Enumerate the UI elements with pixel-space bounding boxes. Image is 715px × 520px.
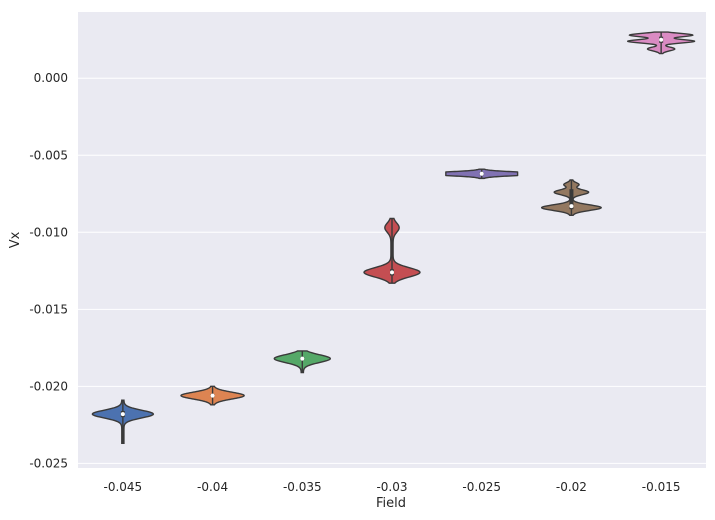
violin-median xyxy=(120,412,125,417)
y-tick-label: -0.015 xyxy=(29,302,68,316)
y-tick-label: 0.000 xyxy=(34,71,68,85)
x-tick-label: -0.03 xyxy=(376,480,407,494)
y-tick-label: -0.025 xyxy=(29,456,68,470)
violin-median xyxy=(659,37,664,42)
x-tick-label: -0.045 xyxy=(104,480,143,494)
x-tick-label: -0.025 xyxy=(462,480,501,494)
x-tick-label: -0.015 xyxy=(642,480,681,494)
violin-median xyxy=(479,171,484,176)
y-axis-label: Vx xyxy=(8,231,23,248)
violin-median xyxy=(569,204,574,209)
y-tick-labels: 0.000 -0.005 -0.010 -0.015 -0.020 -0.025 xyxy=(29,71,68,470)
x-tick-labels: -0.045 -0.04 -0.035 -0.03 -0.025 -0.02 -0.015 xyxy=(104,480,681,494)
y-tick-label: -0.020 xyxy=(29,379,68,393)
violin-median xyxy=(300,356,305,361)
y-tick-label: -0.010 xyxy=(29,225,68,239)
y-tick-label: -0.005 xyxy=(29,148,68,162)
x-tick-label: -0.02 xyxy=(556,480,587,494)
violin-median xyxy=(390,270,394,275)
x-tick-label: -0.035 xyxy=(283,480,322,494)
violin-median xyxy=(210,393,215,398)
x-axis-label: Field xyxy=(376,496,406,511)
x-tick-label: -0.04 xyxy=(197,480,228,494)
violins xyxy=(91,31,696,445)
